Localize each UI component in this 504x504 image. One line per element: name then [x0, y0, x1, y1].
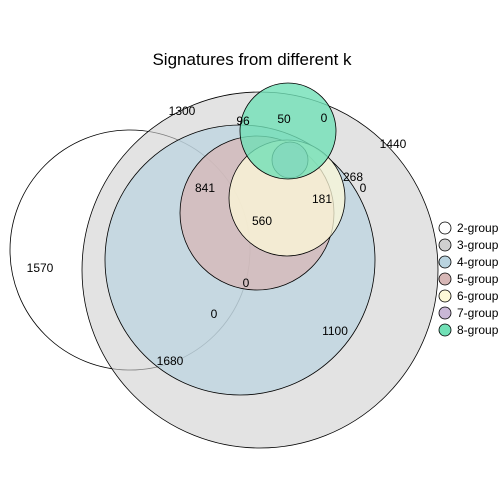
region-label: 96: [236, 114, 250, 128]
region-label: 1100: [322, 324, 348, 338]
legend-swatch: [439, 290, 451, 302]
legend-label: 7-group: [457, 306, 499, 320]
legend-swatch: [439, 239, 451, 251]
venn-circle-8-group: [240, 83, 336, 179]
legend-label: 2-group: [457, 221, 499, 235]
region-label: 560: [252, 214, 272, 228]
legend-swatch: [439, 273, 451, 285]
legend-swatch: [439, 222, 451, 234]
region-label: 0: [360, 181, 367, 195]
venn-diagram: Signatures from different k 1300 96 50 0 144…: [0, 0, 504, 504]
region-label: 1570: [27, 261, 54, 275]
region-label: 50: [277, 112, 291, 126]
legend-label: 8-group: [457, 323, 499, 337]
legend-label: 3-group: [457, 238, 499, 252]
legend-swatch: [439, 324, 451, 336]
region-label: 1440: [380, 137, 407, 151]
region-label: 0: [321, 111, 328, 125]
chart-title: Signatures from different k: [152, 50, 352, 69]
legend-swatch: [439, 256, 451, 268]
region-label: 841: [195, 181, 215, 195]
region-label: 0: [211, 307, 218, 321]
region-label: 1300: [169, 104, 196, 118]
region-label: 181: [312, 192, 332, 206]
legend-label: 6-group: [457, 289, 499, 303]
region-label: 0: [243, 276, 250, 290]
region-label: 1680: [157, 354, 184, 368]
legend-swatch: [439, 307, 451, 319]
legend-label: 5-group: [457, 272, 499, 286]
legend-label: 4-group: [457, 255, 499, 269]
